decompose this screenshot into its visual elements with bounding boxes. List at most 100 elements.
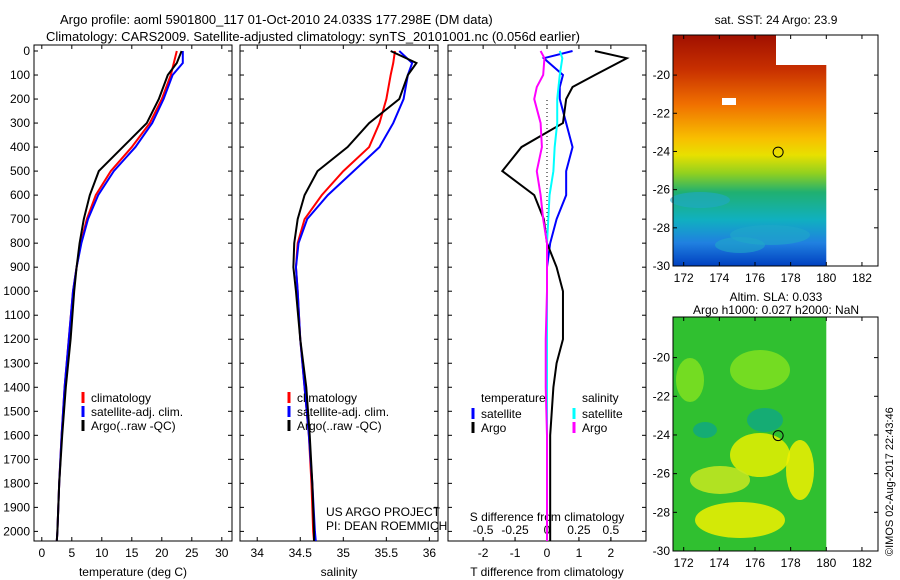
depth-tick-label: 200 [10,92,30,106]
sla-feature [786,440,814,500]
series-line-satellite-adj. [55,51,184,542]
legend-item: climatology [91,391,151,405]
map-x-tick-label: 174 [709,271,729,285]
legend-item: Argo(..raw -QC) [297,419,382,433]
legend-item: satellite-adj. clim. [91,405,183,419]
depth-tick-label: 300 [10,116,30,130]
sst-map-frame [672,34,879,267]
s-tick-label: 0.5 [603,523,620,537]
figure-title-line1: Argo profile: aoml 5901800_117 01-Oct-20… [60,12,493,27]
depth-tick-label: 1800 [3,476,30,490]
x-tick-label: 2 [608,546,615,560]
s-tick-label: -0.25 [501,523,529,537]
map-x-tick-label: 172 [674,556,694,570]
map-y-tick-label: -26 [653,467,671,481]
x-tick-label: 35.5 [375,546,399,560]
sst-map-title: sat. SST: 24 Argo: 23.9 [715,13,838,27]
depth-tick-label: 1400 [3,380,30,394]
depth-tick-label: 1200 [3,332,30,346]
sla-feature [690,466,750,494]
sla-map [673,317,827,551]
depth-tick-label: 0 [23,44,30,58]
legend-item: Argo [481,421,507,435]
depth-tick-label: 400 [10,140,30,154]
legend-item: Argo(..raw -QC) [91,419,176,433]
legend-item: satellite [481,407,522,421]
legend-item: satellite [582,407,623,421]
map-y-tick-label: -26 [653,183,671,197]
depth-tick-label: 1500 [3,404,30,418]
sla-map-title: Altim. SLA: 0.033 [730,290,823,304]
sla-feature [730,433,790,477]
copyright-stamp: ©IMOS 02-Aug-2017 22:43:46 [884,407,896,556]
map-y-tick-label: -24 [653,428,671,442]
map-y-tick-label: -30 [653,259,671,273]
map-x-tick-label: 180 [816,556,836,570]
sal-x-axis-label: salinity [321,565,358,579]
legend-heading-salinity: salinity [582,391,619,405]
map-x-tick-label: 178 [781,271,801,285]
map-x-tick-label: 176 [745,271,765,285]
sst-map [670,35,828,266]
x-tick-label: 30 [215,546,229,560]
map-y-tick-label: -20 [653,351,671,365]
series-line-temperature-argo [500,50,630,541]
depth-tick-label: 1300 [3,356,30,370]
depth-tick-label: 500 [10,164,30,178]
legend-item: Argo [582,421,608,435]
series-line-satellite-adj. [294,50,414,542]
x-tick-label: 10 [95,546,109,560]
x-tick-label: -2 [478,546,489,560]
map-x-tick-label: 172 [674,271,694,285]
depth-tick-label: 100 [10,68,30,82]
map-x-tick-label: 178 [781,556,801,570]
map-x-tick-label: 174 [709,556,729,570]
x-tick-label: 34.5 [289,546,313,560]
legend-item: climatology [297,391,357,405]
depth-tick-label: 900 [10,260,30,274]
depth-tick-label: 600 [10,188,30,202]
x-tick-label: 25 [185,546,199,560]
sla-feature [676,358,704,402]
depth-tick-label: 1600 [3,428,30,442]
sal-axes-frame [239,44,439,542]
map-y-tick-label: -22 [653,106,671,120]
series-line-temperature-satellite [541,50,574,541]
depth-tick-label: 800 [10,236,30,250]
temp-x-axis-label: temperature (deg C) [79,565,187,579]
map-y-tick-label: -20 [653,68,671,82]
series-line-salinity-satellite [546,50,564,541]
map-x-tick-label: 176 [745,556,765,570]
depth-tick-label: 2000 [3,524,30,538]
x-tick-label: 0 [38,546,45,560]
map-y-tick-label: -28 [653,221,671,235]
x-tick-label: -1 [510,546,521,560]
depth-tick-label: 1000 [3,284,30,298]
map-y-tick-label: -22 [653,389,671,403]
figure-title-line2: Climatology: CARS2009. Satellite-adjuste… [46,29,581,44]
x-tick-label: 5 [68,546,75,560]
s-tick-label: -0.5 [473,523,494,537]
sla-feature [747,408,783,432]
series-line-argo [292,50,418,541]
series-line-salinity-argo [533,50,548,541]
diff-x-axis-label: T difference from climatology [470,565,624,579]
x-tick-label: 0 [544,546,551,560]
legend-heading-temperature: temperature [481,391,546,405]
sst-feature [670,192,730,208]
sla-feature [730,350,790,390]
temp-axes-frame [33,44,233,542]
x-tick-label: 35 [337,546,351,560]
depth-tick-label: 1100 [4,308,30,322]
map-y-tick-label: -28 [653,505,671,519]
sst-feature [715,237,765,253]
depth-tick-label: 700 [10,212,30,226]
map-x-tick-label: 182 [852,556,872,570]
map-x-tick-label: 182 [852,271,872,285]
sla-feature [693,422,717,438]
argo-position-marker [772,146,784,158]
sla-map-subtitle: Argo h1000: 0.027 h2000: NaN [693,303,859,317]
depth-tick-label: 1900 [3,500,30,514]
